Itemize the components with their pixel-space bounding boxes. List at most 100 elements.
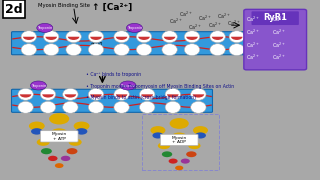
- Ellipse shape: [114, 44, 129, 56]
- Ellipse shape: [63, 101, 78, 113]
- Ellipse shape: [136, 44, 152, 56]
- Circle shape: [37, 139, 50, 146]
- FancyBboxPatch shape: [252, 11, 299, 25]
- Circle shape: [76, 128, 87, 135]
- Ellipse shape: [140, 88, 155, 100]
- Ellipse shape: [18, 88, 33, 100]
- Wedge shape: [90, 94, 102, 98]
- Circle shape: [49, 113, 69, 125]
- FancyBboxPatch shape: [244, 9, 307, 70]
- Text: Ca$^{2+}$: Ca$^{2+}$: [246, 53, 260, 62]
- Wedge shape: [141, 94, 153, 98]
- Text: • Troponin moves Tropomyosin off Myosin Binding Sites on Actin: • Troponin moves Tropomyosin off Myosin …: [86, 84, 235, 89]
- Text: Ca$^{2+}$: Ca$^{2+}$: [272, 53, 285, 62]
- Circle shape: [30, 81, 46, 90]
- Ellipse shape: [88, 44, 104, 56]
- Circle shape: [158, 142, 170, 149]
- Ellipse shape: [88, 31, 104, 43]
- Wedge shape: [45, 37, 57, 40]
- Circle shape: [31, 128, 43, 135]
- Ellipse shape: [114, 101, 129, 113]
- Ellipse shape: [114, 31, 129, 43]
- Text: Ca$^{2+}$: Ca$^{2+}$: [179, 10, 192, 19]
- Text: Troponin: Troponin: [31, 84, 46, 87]
- Wedge shape: [23, 37, 35, 40]
- Text: Ca$^{2+}$: Ca$^{2+}$: [198, 13, 212, 23]
- Circle shape: [150, 126, 165, 135]
- Circle shape: [181, 159, 190, 164]
- Ellipse shape: [162, 31, 177, 43]
- Ellipse shape: [66, 31, 81, 43]
- FancyBboxPatch shape: [12, 89, 212, 112]
- Wedge shape: [186, 37, 198, 40]
- Text: Ca$^{2+}$: Ca$^{2+}$: [227, 19, 240, 28]
- Text: Actin: Actin: [90, 41, 102, 46]
- Ellipse shape: [140, 101, 155, 113]
- FancyBboxPatch shape: [12, 32, 244, 55]
- Ellipse shape: [162, 44, 177, 56]
- Ellipse shape: [44, 31, 59, 43]
- Ellipse shape: [165, 101, 180, 113]
- Wedge shape: [116, 94, 127, 98]
- Ellipse shape: [88, 88, 104, 100]
- Ellipse shape: [44, 44, 59, 56]
- Text: Myosin
+ ADP: Myosin + ADP: [172, 136, 187, 144]
- Ellipse shape: [184, 44, 200, 56]
- Wedge shape: [68, 37, 79, 40]
- Wedge shape: [20, 94, 31, 98]
- Circle shape: [41, 148, 52, 154]
- Circle shape: [120, 81, 136, 90]
- Text: Ca$^{2+}$: Ca$^{2+}$: [272, 40, 285, 50]
- Ellipse shape: [136, 31, 152, 43]
- Circle shape: [175, 166, 183, 170]
- Text: Ca$^{2+}$: Ca$^{2+}$: [246, 28, 260, 37]
- Wedge shape: [167, 94, 179, 98]
- Ellipse shape: [229, 44, 244, 56]
- Ellipse shape: [210, 44, 225, 56]
- Ellipse shape: [229, 31, 244, 43]
- Ellipse shape: [66, 44, 81, 56]
- Text: Troponin: Troponin: [127, 26, 142, 30]
- Ellipse shape: [165, 88, 180, 100]
- Circle shape: [186, 151, 196, 157]
- FancyBboxPatch shape: [40, 131, 78, 142]
- Wedge shape: [231, 37, 243, 40]
- Text: Ca$^{2+}$: Ca$^{2+}$: [188, 22, 202, 32]
- Circle shape: [61, 156, 70, 161]
- Wedge shape: [42, 94, 54, 98]
- Wedge shape: [138, 37, 150, 40]
- Ellipse shape: [191, 101, 206, 113]
- Circle shape: [169, 159, 178, 164]
- Ellipse shape: [114, 88, 129, 100]
- Ellipse shape: [21, 44, 36, 56]
- Text: Troponin: Troponin: [37, 26, 52, 30]
- Text: Ca$^{2+}$: Ca$^{2+}$: [169, 17, 183, 26]
- Circle shape: [74, 122, 90, 130]
- Circle shape: [67, 148, 77, 154]
- Ellipse shape: [40, 88, 56, 100]
- Text: Ca$^{2+}$: Ca$^{2+}$: [217, 12, 231, 21]
- Text: Ca$^{2+}$: Ca$^{2+}$: [246, 15, 260, 24]
- Circle shape: [152, 132, 164, 139]
- Wedge shape: [65, 94, 76, 98]
- Ellipse shape: [63, 88, 78, 100]
- Circle shape: [193, 126, 208, 135]
- Circle shape: [37, 23, 53, 32]
- Circle shape: [188, 142, 201, 149]
- Circle shape: [162, 151, 172, 157]
- Circle shape: [171, 132, 188, 142]
- Text: Ca$^{2+}$: Ca$^{2+}$: [208, 21, 221, 30]
- Ellipse shape: [184, 31, 200, 43]
- Circle shape: [29, 122, 45, 130]
- Circle shape: [170, 118, 189, 129]
- Ellipse shape: [18, 101, 33, 113]
- Text: 2d: 2d: [5, 3, 22, 16]
- Text: Myosin
+ ATP: Myosin + ATP: [52, 132, 67, 141]
- Wedge shape: [90, 37, 102, 40]
- Circle shape: [51, 128, 68, 138]
- Wedge shape: [116, 37, 127, 40]
- Text: Ca$^{2+}$: Ca$^{2+}$: [272, 15, 285, 24]
- Circle shape: [69, 139, 82, 146]
- Circle shape: [126, 23, 142, 32]
- Wedge shape: [164, 37, 175, 40]
